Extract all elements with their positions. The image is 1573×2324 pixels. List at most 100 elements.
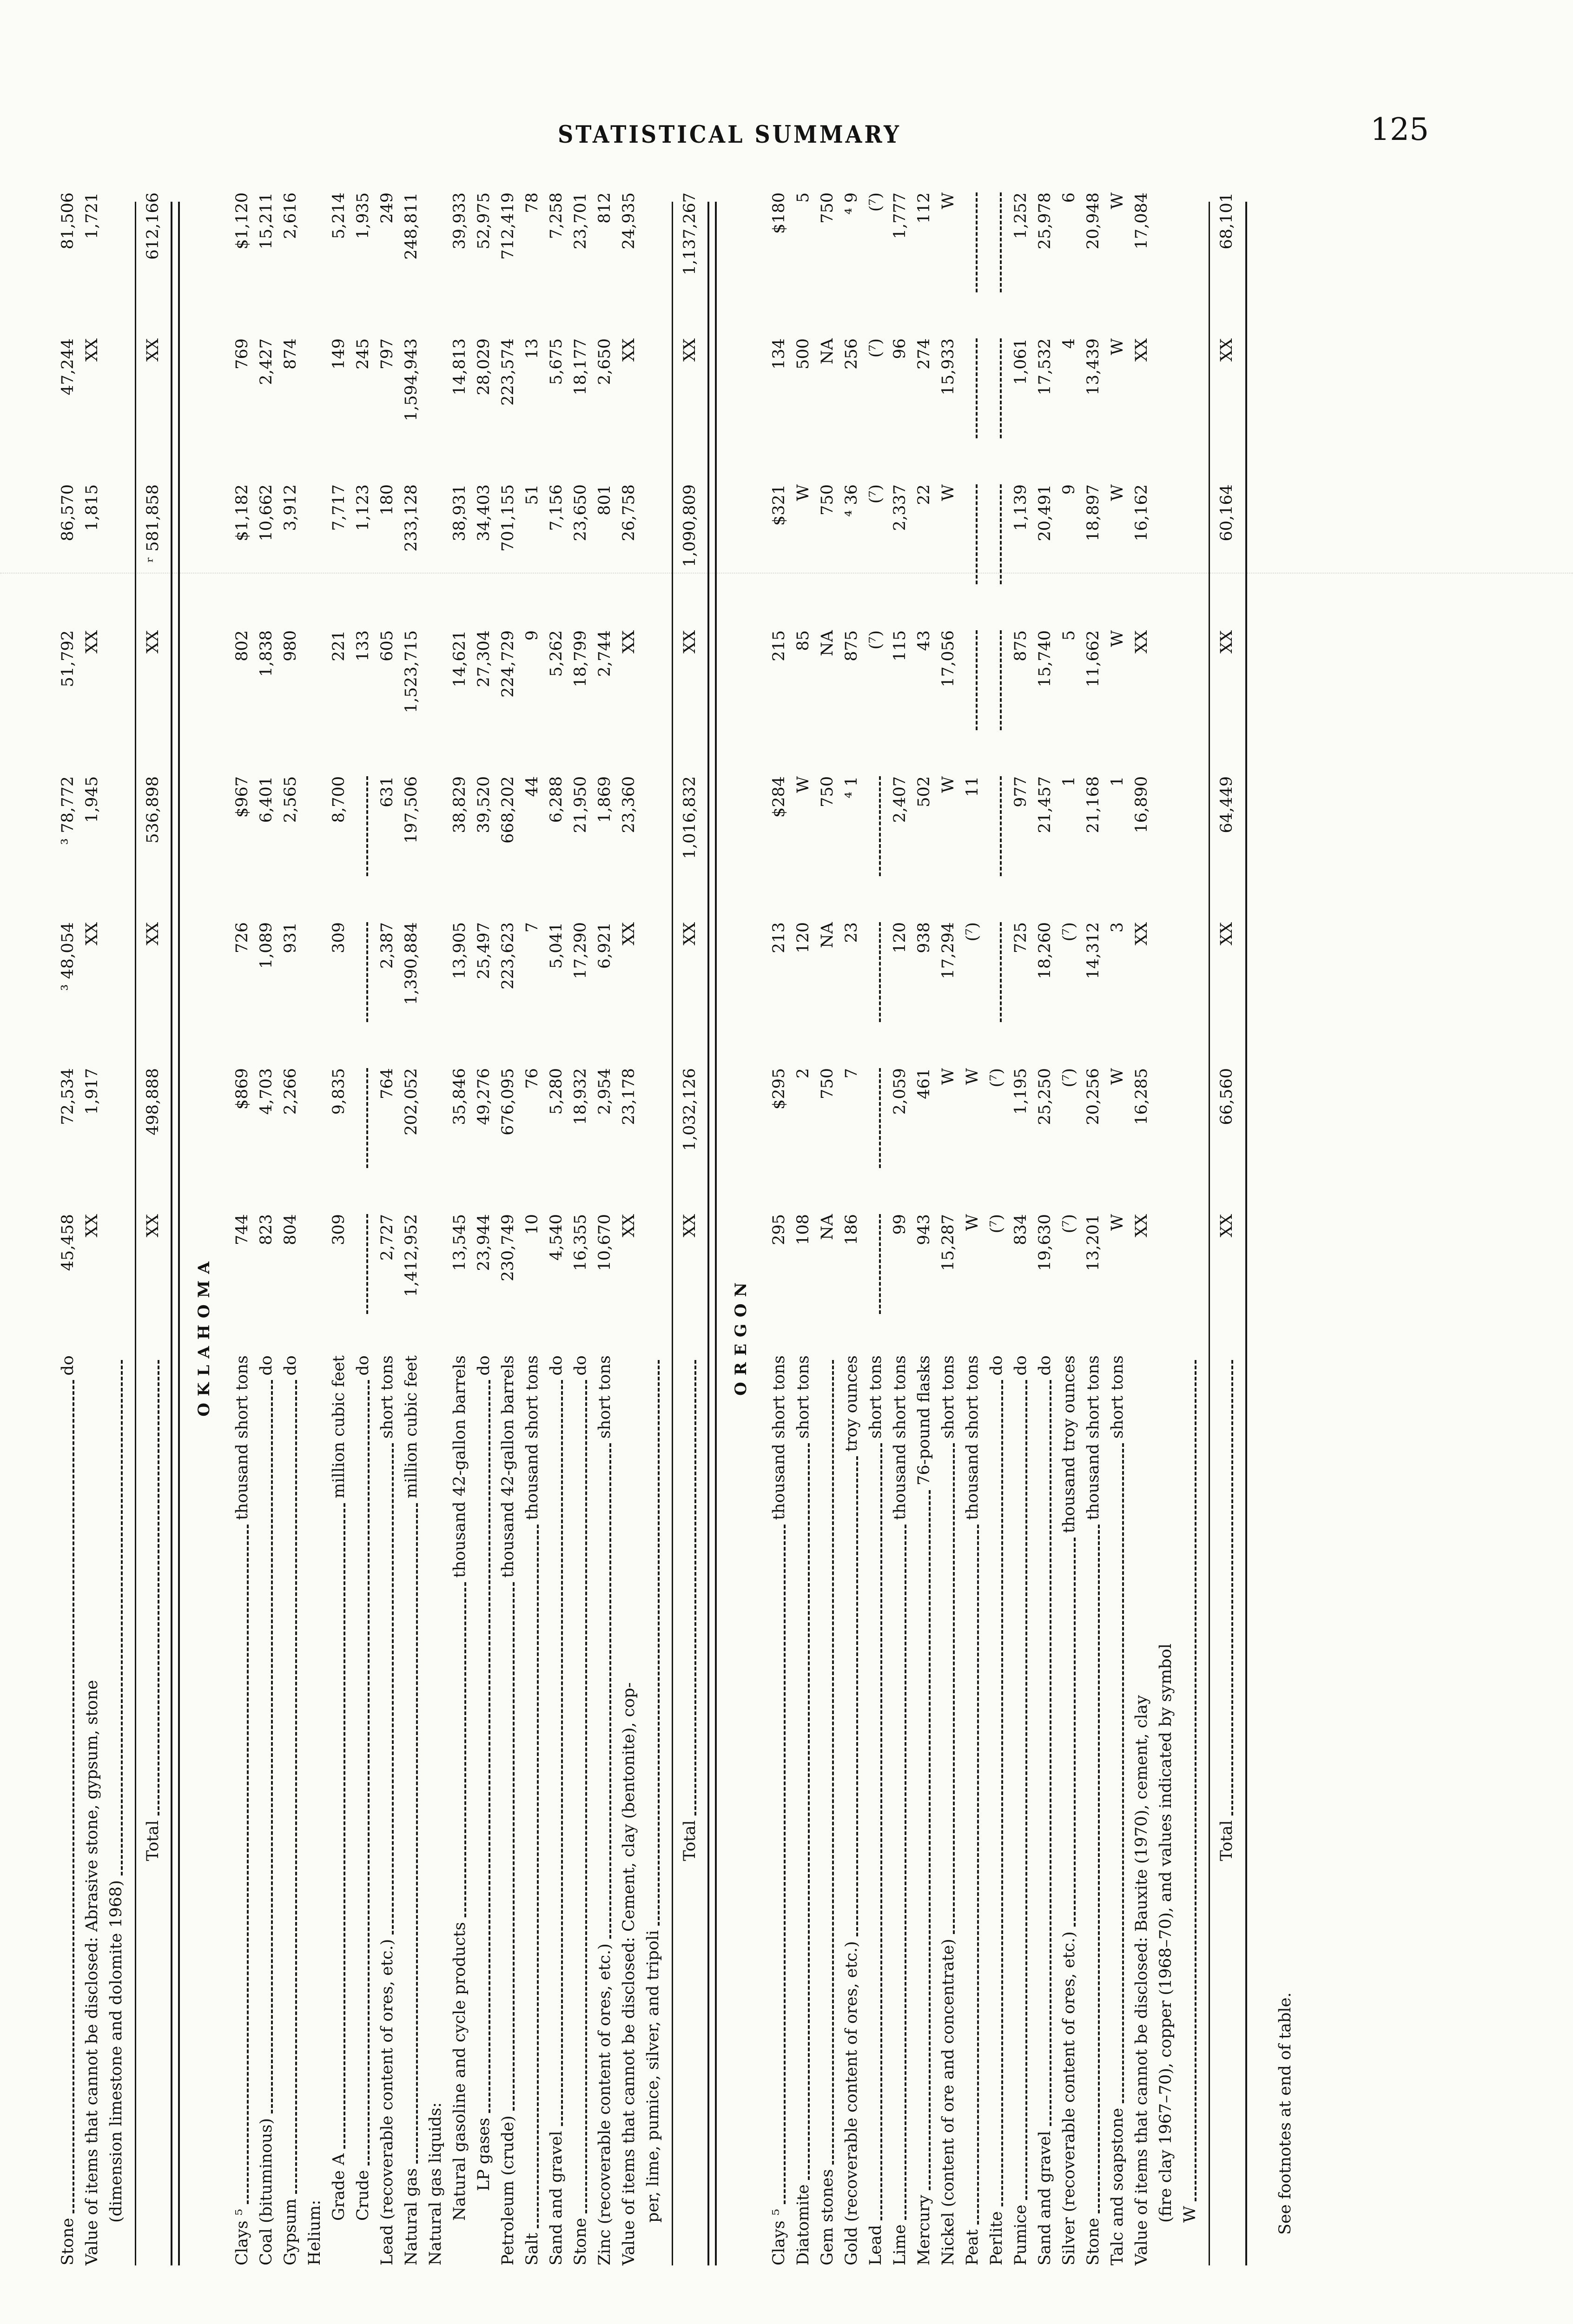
value-cell: 701,155 (499, 484, 517, 552)
dash-entry (989, 630, 1002, 730)
row-label: Mercury 76-pound flasks (912, 1355, 936, 2265)
value-cell: 134 (770, 338, 788, 370)
value-cell: 17,532 (1036, 338, 1054, 396)
label-text: Total (144, 1820, 162, 1861)
label-leader (392, 1443, 394, 1934)
value-cell: 202,052 (402, 1068, 421, 1136)
value-cell: 874 (281, 338, 300, 370)
value-cell: XX (620, 922, 638, 945)
value-cell: 1,594,943 (402, 338, 421, 422)
value-cell (985, 334, 1009, 480)
label-leader (658, 1360, 660, 1926)
unit-label: do (354, 1355, 372, 1376)
label-leader (953, 1443, 955, 1934)
label-text: Helium: (305, 2199, 324, 2265)
value-cell: 213 (770, 922, 788, 953)
value-cell: 14,813 (450, 338, 469, 396)
table-row: Pumice do 834 1,195 725 977 875 1,139 1,061 1,252 (1009, 188, 1033, 2265)
label-leader (905, 1525, 906, 2220)
label-line: Nickel (content of ore and concentrate) s… (936, 1355, 960, 2265)
value-cell: 823 (257, 1214, 276, 1245)
value-cell: 112 (915, 192, 933, 224)
row-label: Total (1215, 1355, 1239, 2265)
rule-above-total (135, 202, 136, 2265)
label-leader (880, 1443, 882, 2220)
label-text: Clays ⁵ (770, 2209, 788, 2265)
value-cell: 1,412,952 (402, 1214, 421, 1297)
label-text: Salt (523, 2232, 542, 2265)
value-cell: 72,534 (59, 1068, 77, 1125)
label-line: Clays ⁵ thousand short tons (230, 1355, 254, 2265)
value-cell: 1,252 (1011, 192, 1030, 239)
label-line: Lead (recoverable content of ores, etc.)… (375, 1355, 399, 2265)
label-line: Clays ⁵ thousand short tons (767, 1355, 791, 2265)
value-cell: $1,182 (233, 484, 251, 541)
dash-entry (965, 484, 978, 584)
value-cell: NA (818, 922, 837, 948)
value-cell: 7 (523, 922, 542, 933)
label-text: Gold (recoverable content of ores, etc.) (842, 1941, 861, 2265)
value-cell: 230,749 (499, 1214, 517, 1281)
value-cell: ³ 78,772 (59, 776, 77, 845)
value-cell: W (794, 484, 813, 501)
label-text: Gypsum (281, 2199, 300, 2265)
value-cell: XX (681, 630, 699, 654)
unit-label: do (987, 1355, 1006, 1376)
value-cell: 7,156 (547, 484, 566, 531)
row-label: Diatomite short tons (791, 1355, 815, 2265)
double-rule (707, 202, 717, 2265)
value-cell: $1,120 (233, 192, 251, 250)
label-text: (fire clay 1967–70), copper (1968–70), a… (1157, 1644, 1175, 2223)
table-row: Petroleum (crude) thousand 42-gallon barr… (496, 188, 520, 2265)
value-cell (864, 1209, 888, 1355)
value-cell: 85 (794, 630, 813, 651)
row-label: Clays ⁵ thousand short tons (230, 1355, 254, 2265)
label-line: Peat thousand short tons (960, 1355, 985, 2265)
value-cell: 725 (1011, 922, 1030, 953)
unit-label: do (547, 1355, 566, 1376)
value-cell: 23,360 (620, 776, 638, 833)
label-text: Value of items that cannot be disclosed:… (83, 1680, 101, 2265)
label-text: Natural gas (402, 2168, 421, 2265)
label-line: Gem stones (815, 1355, 839, 2265)
row-label: Stone do (56, 1355, 80, 2265)
value-cell: 233,128 (402, 484, 421, 552)
label-leader (1050, 1380, 1051, 2126)
value-cell (960, 188, 985, 334)
label-text: Lead (866, 2225, 885, 2265)
value-cell: 17,290 (571, 922, 590, 979)
value-cell: 5 (1060, 630, 1078, 641)
value-cell: 1,390,884 (402, 922, 421, 1005)
label-leader (416, 1503, 418, 2164)
value-cell: XX (620, 1214, 638, 1237)
value-cell: 256 (842, 338, 861, 370)
table-row: Stone thousand short tons 13,201 20,256 14,3… (1081, 188, 1105, 2265)
value-cell: 21,457 (1036, 776, 1054, 833)
label-leader (929, 1490, 931, 2191)
table-row: Zinc (recoverable content of ores, etc.)… (593, 188, 617, 2265)
label-leader (609, 1443, 611, 1939)
value-cell (985, 626, 1009, 772)
row-label: Value of items that cannot be disclosed:… (617, 1355, 665, 2265)
value-cell: 1,139 (1011, 484, 1030, 531)
unit-label: thousand 42-gallon barrels (450, 1355, 469, 1578)
value-cell: 1,945 (83, 776, 101, 823)
label-text: Total (681, 1820, 699, 1861)
value-cell: 812 (595, 192, 614, 224)
label-line: Total (1215, 1355, 1239, 2265)
label-leader (271, 1380, 273, 2113)
value-cell: 64,449 (1217, 776, 1236, 833)
label-text: per, lime, pumice, silver, and tripoli (644, 1930, 662, 2223)
value-cell: 4,540 (547, 1214, 566, 1261)
value-cell: 498,888 (144, 1068, 162, 1136)
dash-entry (868, 922, 881, 1022)
value-cell: XX (620, 338, 638, 362)
table-row: Gem stones NA 750 NA 750 NA 750 NA 750 (815, 188, 839, 2265)
value-cell: 1,777 (891, 192, 909, 239)
row-label: Petroleum (crude) thousand 42-gallon barr… (496, 1355, 520, 2265)
value-cell: 2,266 (281, 1068, 300, 1115)
table-row: Gold (recoverable content of ores, etc.)… (839, 188, 864, 2265)
label-line: Sand and gravel do (1033, 1355, 1057, 2265)
value-cell: 802 (233, 630, 251, 661)
